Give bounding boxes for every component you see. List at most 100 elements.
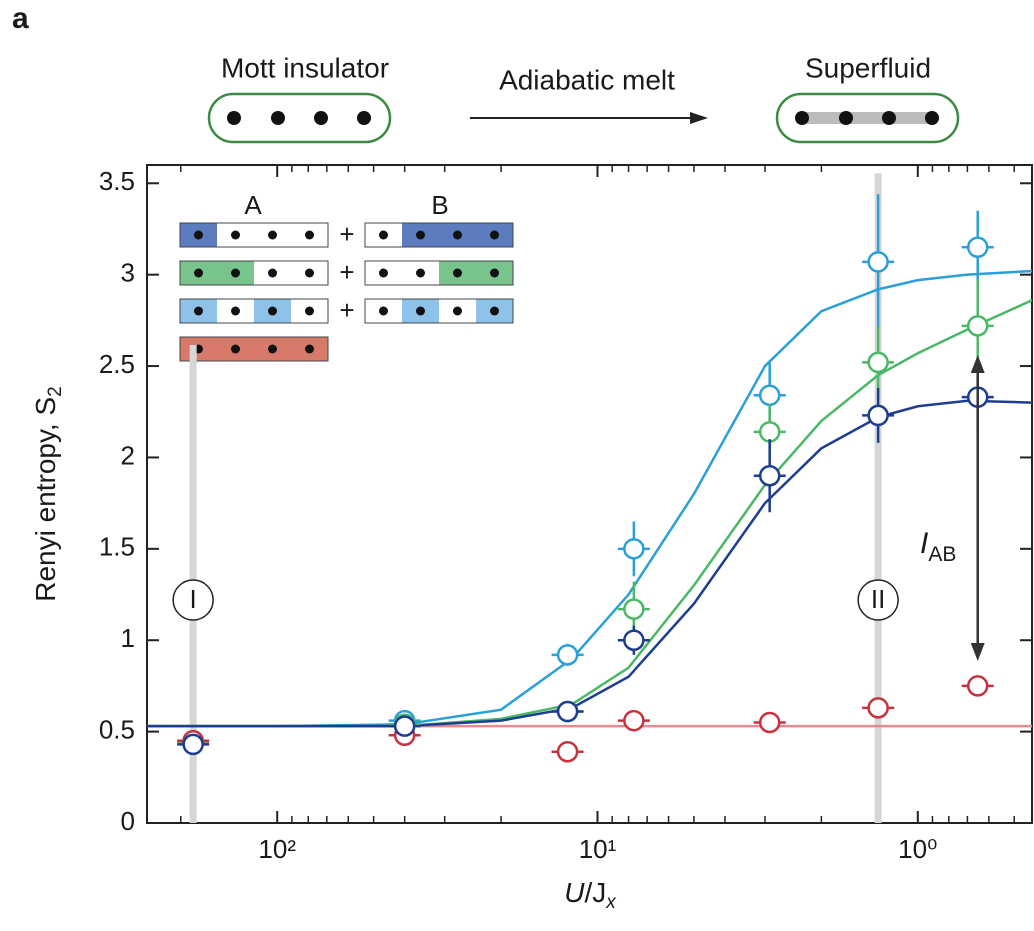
partition-atom bbox=[453, 268, 462, 278]
data-point bbox=[623, 629, 645, 651]
y-tick-label: 3 bbox=[121, 258, 135, 288]
x-label-main: /J bbox=[584, 877, 606, 908]
partition-atom bbox=[231, 344, 240, 354]
partition-atom bbox=[379, 268, 388, 278]
data-point bbox=[966, 315, 989, 337]
partition-atom bbox=[194, 306, 203, 316]
mott-label: Mott insulator bbox=[221, 52, 389, 83]
superfluid-box bbox=[775, 92, 960, 144]
x-tick-label: 10² bbox=[258, 834, 296, 864]
y-tick-label: 0.5 bbox=[99, 714, 135, 744]
data-point bbox=[867, 251, 889, 273]
region-circle bbox=[172, 579, 214, 621]
partition-atom bbox=[379, 306, 388, 316]
partition-frame bbox=[179, 222, 329, 248]
plus-sign: + bbox=[339, 295, 354, 325]
data-point bbox=[758, 421, 781, 443]
partition-atom bbox=[416, 268, 425, 278]
panel-label: a bbox=[12, 2, 29, 35]
data-point bbox=[966, 236, 989, 258]
data-point bbox=[867, 404, 889, 427]
partition-atom bbox=[305, 230, 314, 240]
partition-atom bbox=[268, 268, 277, 278]
region-label: II bbox=[871, 584, 885, 614]
x-axis-label: U/Jx bbox=[564, 877, 617, 913]
data-point bbox=[758, 464, 781, 487]
partition-atom bbox=[453, 230, 462, 240]
partition-atom bbox=[231, 306, 240, 316]
data-point bbox=[556, 740, 579, 763]
data-point bbox=[867, 697, 889, 719]
partition-frame bbox=[179, 336, 329, 362]
partition-frame bbox=[179, 260, 329, 286]
plot-frame bbox=[146, 164, 1033, 824]
melt-arrowhead bbox=[690, 112, 708, 124]
data-point bbox=[623, 598, 645, 620]
x-label-u: U bbox=[564, 877, 585, 908]
data-point bbox=[623, 538, 645, 560]
plus-sign: + bbox=[339, 257, 354, 287]
partition-atom bbox=[305, 306, 314, 316]
data-point bbox=[758, 711, 781, 734]
data-point bbox=[867, 351, 889, 374]
data-point bbox=[556, 644, 579, 666]
y-tick-label: 0 bbox=[121, 806, 135, 836]
partition-atom bbox=[194, 268, 203, 278]
partition-atom bbox=[305, 268, 314, 278]
x-label-sub: x bbox=[605, 892, 617, 913]
y-axis-label: Renyi entropy, S2 bbox=[30, 386, 66, 602]
fit-curve bbox=[147, 299, 1033, 728]
y-tick-label: 3.5 bbox=[99, 166, 135, 196]
data-point bbox=[556, 700, 579, 723]
y-tick-label: 1 bbox=[121, 623, 135, 653]
superfluid-label: Superfluid bbox=[805, 52, 931, 83]
superfluid-smear bbox=[800, 112, 935, 124]
data-point bbox=[393, 715, 416, 737]
partition-atom bbox=[379, 230, 388, 240]
arrowhead bbox=[970, 643, 985, 661]
y-tick-label: 1.5 bbox=[99, 532, 135, 562]
partition-atom bbox=[416, 306, 425, 316]
partition-atom bbox=[268, 230, 277, 240]
mott-box bbox=[207, 92, 392, 144]
mott-atoms bbox=[227, 111, 371, 125]
melt-label: Adiabatic melt bbox=[499, 64, 675, 95]
mutual-info-main: I bbox=[920, 527, 928, 560]
partition-atom bbox=[305, 344, 314, 354]
partition-frame bbox=[179, 298, 329, 324]
y-tick-label: 2.5 bbox=[99, 349, 135, 379]
partition-atom bbox=[490, 306, 499, 316]
data-point bbox=[623, 709, 645, 732]
region-label: I bbox=[190, 584, 197, 614]
partition-atom bbox=[231, 230, 240, 240]
subsystem-b: B bbox=[431, 190, 448, 220]
arrowhead bbox=[970, 355, 985, 373]
partition-legend: A B + + + bbox=[179, 190, 514, 362]
partition-atom bbox=[194, 230, 203, 240]
plus-sign: + bbox=[339, 219, 354, 249]
partition-atom bbox=[490, 268, 499, 278]
partition-frame bbox=[364, 260, 514, 286]
y-label-sub: 2 bbox=[45, 386, 66, 397]
partition-frame bbox=[364, 222, 514, 248]
mutual-info-sub: AB bbox=[928, 543, 956, 566]
partition-atom bbox=[453, 306, 462, 316]
subsystem-a: A bbox=[244, 190, 262, 220]
x-tick-label: 10⁰ bbox=[898, 834, 937, 864]
superfluid-atoms bbox=[795, 111, 939, 125]
data-point bbox=[966, 675, 989, 697]
mutual-info-label: IAB bbox=[920, 527, 956, 566]
partition-atom bbox=[490, 230, 499, 240]
region-circle bbox=[857, 579, 899, 621]
partition-atom bbox=[231, 268, 240, 278]
partition-atom bbox=[268, 344, 277, 354]
y-tick-label: 2 bbox=[121, 440, 135, 470]
y-label-main: Renyi entropy, S bbox=[30, 397, 61, 602]
data-point bbox=[758, 384, 781, 407]
fit-curve bbox=[147, 399, 1033, 728]
partition-atom bbox=[268, 306, 277, 316]
partition-atom bbox=[416, 230, 425, 240]
x-tick-label: 10¹ bbox=[579, 834, 617, 864]
